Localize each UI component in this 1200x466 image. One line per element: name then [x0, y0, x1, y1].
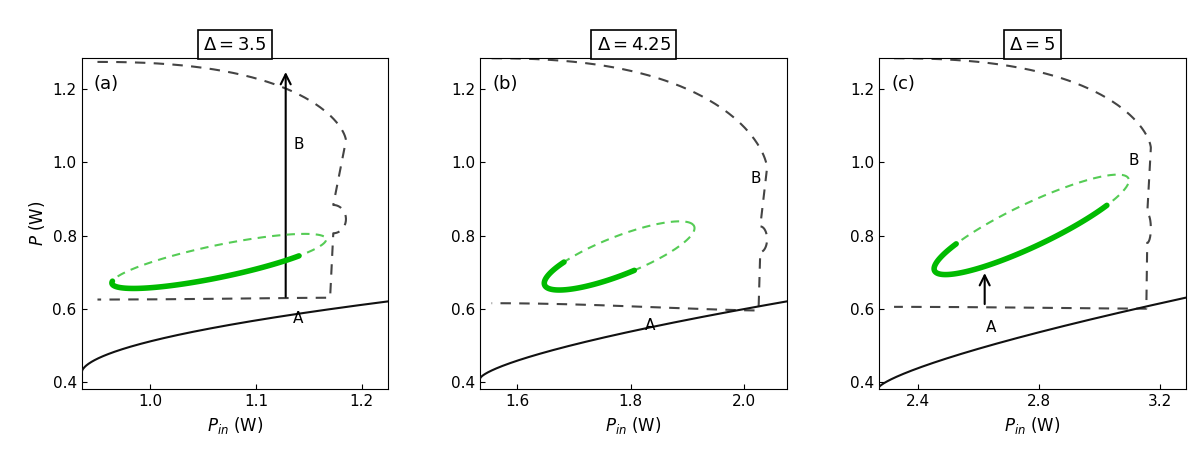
X-axis label: $P_{in}$ (W): $P_{in}$ (W) — [605, 415, 662, 436]
Text: B: B — [750, 171, 761, 186]
Title: $\Delta = $5: $\Delta = $5 — [1009, 36, 1056, 54]
X-axis label: $P_{in}$ (W): $P_{in}$ (W) — [206, 415, 263, 436]
Text: B: B — [293, 137, 304, 151]
Text: (c): (c) — [892, 75, 916, 93]
Text: A: A — [986, 320, 996, 335]
Title: $\Delta = $4.25: $\Delta = $4.25 — [596, 36, 671, 54]
X-axis label: $P_{in}$ (W): $P_{in}$ (W) — [1004, 415, 1061, 436]
Text: A: A — [644, 318, 655, 333]
Text: (b): (b) — [492, 75, 518, 93]
Title: $\Delta = $3.5: $\Delta = $3.5 — [203, 36, 266, 54]
Text: B: B — [1128, 153, 1139, 168]
Y-axis label: $P$ (W): $P$ (W) — [26, 201, 47, 247]
Text: (a): (a) — [94, 75, 119, 93]
Text: A: A — [293, 310, 304, 326]
